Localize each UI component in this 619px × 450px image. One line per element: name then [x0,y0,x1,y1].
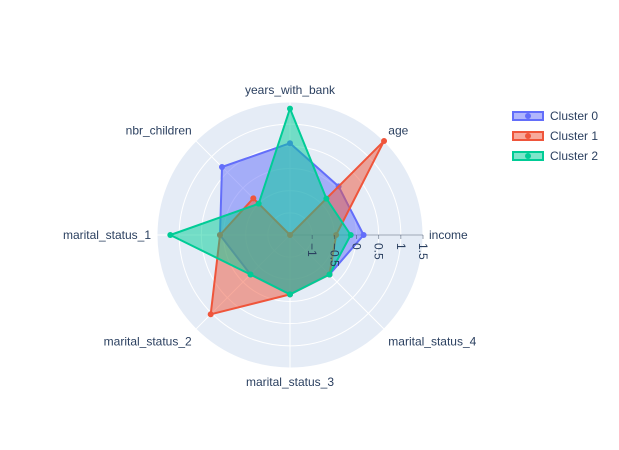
category-label: marital_status_1 [63,228,151,242]
legend-item[interactable]: Cluster 0 [510,106,598,126]
legend-swatch [512,131,544,141]
data-point [255,200,262,207]
legend-label: Cluster 1 [550,129,599,143]
legend-item[interactable]: Cluster 2 [510,146,598,166]
radial-tick-label: −0.5 [327,243,341,267]
data-point [326,271,333,278]
category-label: income [429,228,468,242]
data-point [207,311,214,318]
radial-tick-label: 0.5 [372,243,386,260]
category-label: nbr_children [126,124,192,138]
category-label: marital_status_3 [246,375,334,389]
radar-series [167,105,388,318]
legend: Cluster 0 Cluster 1 Cluster 2 [510,106,598,166]
category-label: years_with_bank [245,83,336,97]
legend-label: Cluster 0 [550,109,599,123]
radial-tick-label: 1.5 [416,243,430,260]
data-point [360,232,367,238]
data-point [287,291,293,298]
radial-tick-label: 0 [350,243,364,250]
data-point [381,137,388,144]
radial-tick-label: −1 [305,243,319,257]
category-label: age [388,124,408,138]
legend-item[interactable]: Cluster 1 [510,126,598,146]
legend-swatch [512,151,544,161]
data-point [287,105,293,112]
legend-label: Cluster 2 [550,149,599,163]
data-point [167,232,174,238]
data-point [347,232,354,238]
data-point [323,195,330,202]
category-label: marital_status_4 [388,334,476,348]
category-label: marital_status_2 [104,334,192,348]
legend-swatch [512,111,544,121]
data-point [250,195,257,202]
radial-tick-label: 1 [394,243,408,250]
data-point [218,163,225,170]
data-point [247,271,254,278]
